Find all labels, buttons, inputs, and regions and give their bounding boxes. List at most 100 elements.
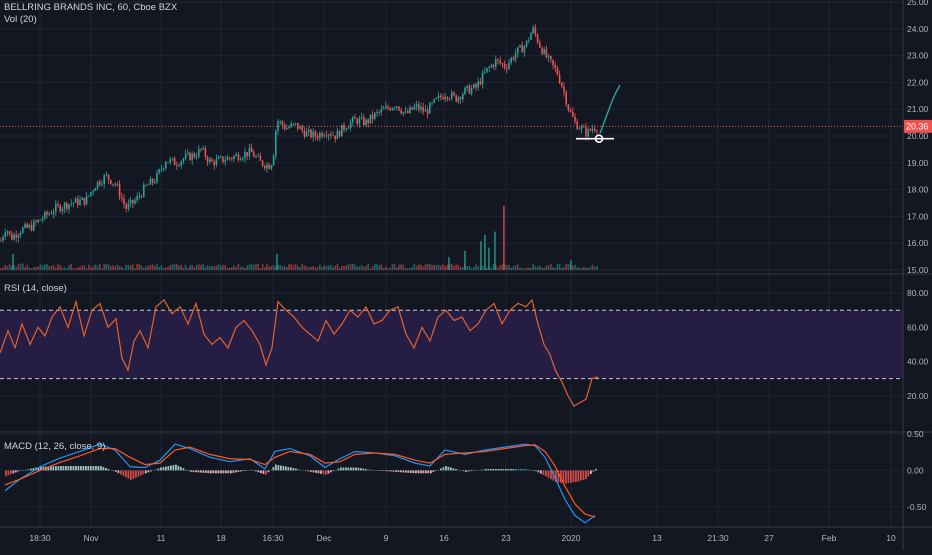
volume-spike <box>570 260 572 270</box>
macd-histogram-bar <box>125 470 127 478</box>
volume-label[interactable]: Vol (20) <box>4 14 37 25</box>
volume-bar <box>539 265 541 270</box>
volume-bar <box>576 267 578 270</box>
volume-bar <box>431 264 433 270</box>
volume-bar <box>213 265 215 270</box>
candle-body <box>354 117 356 119</box>
candle-body <box>264 165 266 169</box>
macd-histogram-bar <box>537 470 540 473</box>
volume-bar <box>202 263 204 270</box>
macd-histogram-bar <box>377 470 380 471</box>
candle-body <box>523 46 526 53</box>
candle-body <box>501 63 504 65</box>
candle-body <box>303 130 306 137</box>
candle-body <box>165 162 167 169</box>
candle-body <box>103 175 105 184</box>
volume-bar <box>501 264 504 270</box>
anchor-circle <box>594 134 604 143</box>
macd-histogram-bar <box>290 467 292 471</box>
candle-body <box>455 95 457 102</box>
candle-body <box>299 126 301 129</box>
macd-histogram-bar <box>55 466 57 471</box>
volume-bar <box>572 265 574 270</box>
volume-spike <box>484 234 486 270</box>
volume-bar <box>290 263 292 270</box>
candle-body <box>8 231 11 234</box>
macd-histogram-bar <box>532 470 535 471</box>
volume-bar <box>332 267 334 270</box>
volume-bar <box>209 266 211 270</box>
volume-bar <box>217 263 220 270</box>
volume-bar <box>565 263 567 270</box>
candle-body <box>0 240 2 242</box>
macd-histogram-bar <box>342 467 345 471</box>
volume-bar <box>110 266 112 270</box>
macd-histogram-bar <box>587 470 590 477</box>
candle-body <box>283 125 286 130</box>
macd-histogram-bar <box>480 469 482 471</box>
candle-body <box>532 27 534 34</box>
macd-label[interactable]: MACD (12, 26, close, 9) <box>4 441 105 452</box>
macd-axis[interactable]: 0.50 0.00 -0.50 <box>907 429 927 512</box>
candle-body <box>235 154 237 156</box>
volume-bar <box>387 268 389 270</box>
candle-body <box>341 124 343 137</box>
candle-body <box>44 211 46 219</box>
candle-body <box>442 97 444 100</box>
rsi-axis[interactable]: 80.00 60.00 40.00 20.00 <box>907 288 929 401</box>
volume-bar <box>96 265 99 270</box>
volume-bar <box>222 265 224 270</box>
volume-bar <box>420 264 422 270</box>
candle-body <box>374 112 376 119</box>
macd-histogram-bar <box>135 470 137 478</box>
volume-bar <box>88 264 90 270</box>
volume-bar <box>118 266 121 270</box>
volume-bar <box>233 265 235 270</box>
macd-histogram-bar <box>372 470 375 471</box>
volume-bar <box>242 266 244 270</box>
price-candles[interactable] <box>0 23 598 244</box>
time-axis[interactable]: 18:30 Nov 11 18 16:30 Dec 9 16 23 2020 13 21:30 27 Fe… <box>29 533 896 543</box>
candle-body <box>308 129 310 132</box>
macd-histogram-bar <box>222 470 225 474</box>
volume-bar <box>41 265 44 270</box>
volume-bar <box>323 265 325 270</box>
macd-histogram-bar <box>340 467 342 471</box>
volume-bar <box>198 264 200 270</box>
volume-bar <box>532 264 534 270</box>
volume-bar <box>561 267 563 270</box>
volume-bar <box>519 267 521 270</box>
candle-body <box>215 158 218 166</box>
candle-body <box>490 65 493 68</box>
macd-histogram-bar <box>575 470 577 483</box>
macd-histogram-bar <box>255 470 257 472</box>
macd-histogram-bar <box>295 468 297 471</box>
candle-body <box>479 81 482 85</box>
volume-bar <box>473 267 475 270</box>
volume-bar <box>151 264 154 270</box>
volume-bar <box>499 265 501 270</box>
macd-histogram-bar <box>122 470 125 476</box>
symbol-title[interactable]: BELLRING BRANDS INC, 60, Cboe BZX <box>4 2 178 13</box>
macd-histogram-bar <box>185 469 187 471</box>
macd-histogram-bar <box>17 470 20 472</box>
macd-histogram-bar <box>320 470 322 474</box>
rsi-label[interactable]: RSI (14, close) <box>4 283 67 294</box>
macd-histogram-bar <box>82 466 85 471</box>
macd-histogram-bar <box>595 468 597 471</box>
time-tick-label: 9 <box>384 533 389 543</box>
macd-histogram-bar <box>40 466 42 471</box>
volume-bar <box>547 265 550 270</box>
candle-body <box>101 183 103 185</box>
candle-body <box>459 97 462 100</box>
volume-bar <box>303 265 306 270</box>
price-axis[interactable]: 25.00 24.00 23.00 22.00 21.00 20.00 19.00 18.00… <box>907 0 929 275</box>
macd-histogram-bar <box>347 467 350 471</box>
volume-bar <box>193 267 196 270</box>
trend-drawing[interactable] <box>576 84 621 143</box>
candle-body <box>90 192 92 196</box>
volume-bar <box>33 267 35 270</box>
candle-body <box>213 161 215 166</box>
